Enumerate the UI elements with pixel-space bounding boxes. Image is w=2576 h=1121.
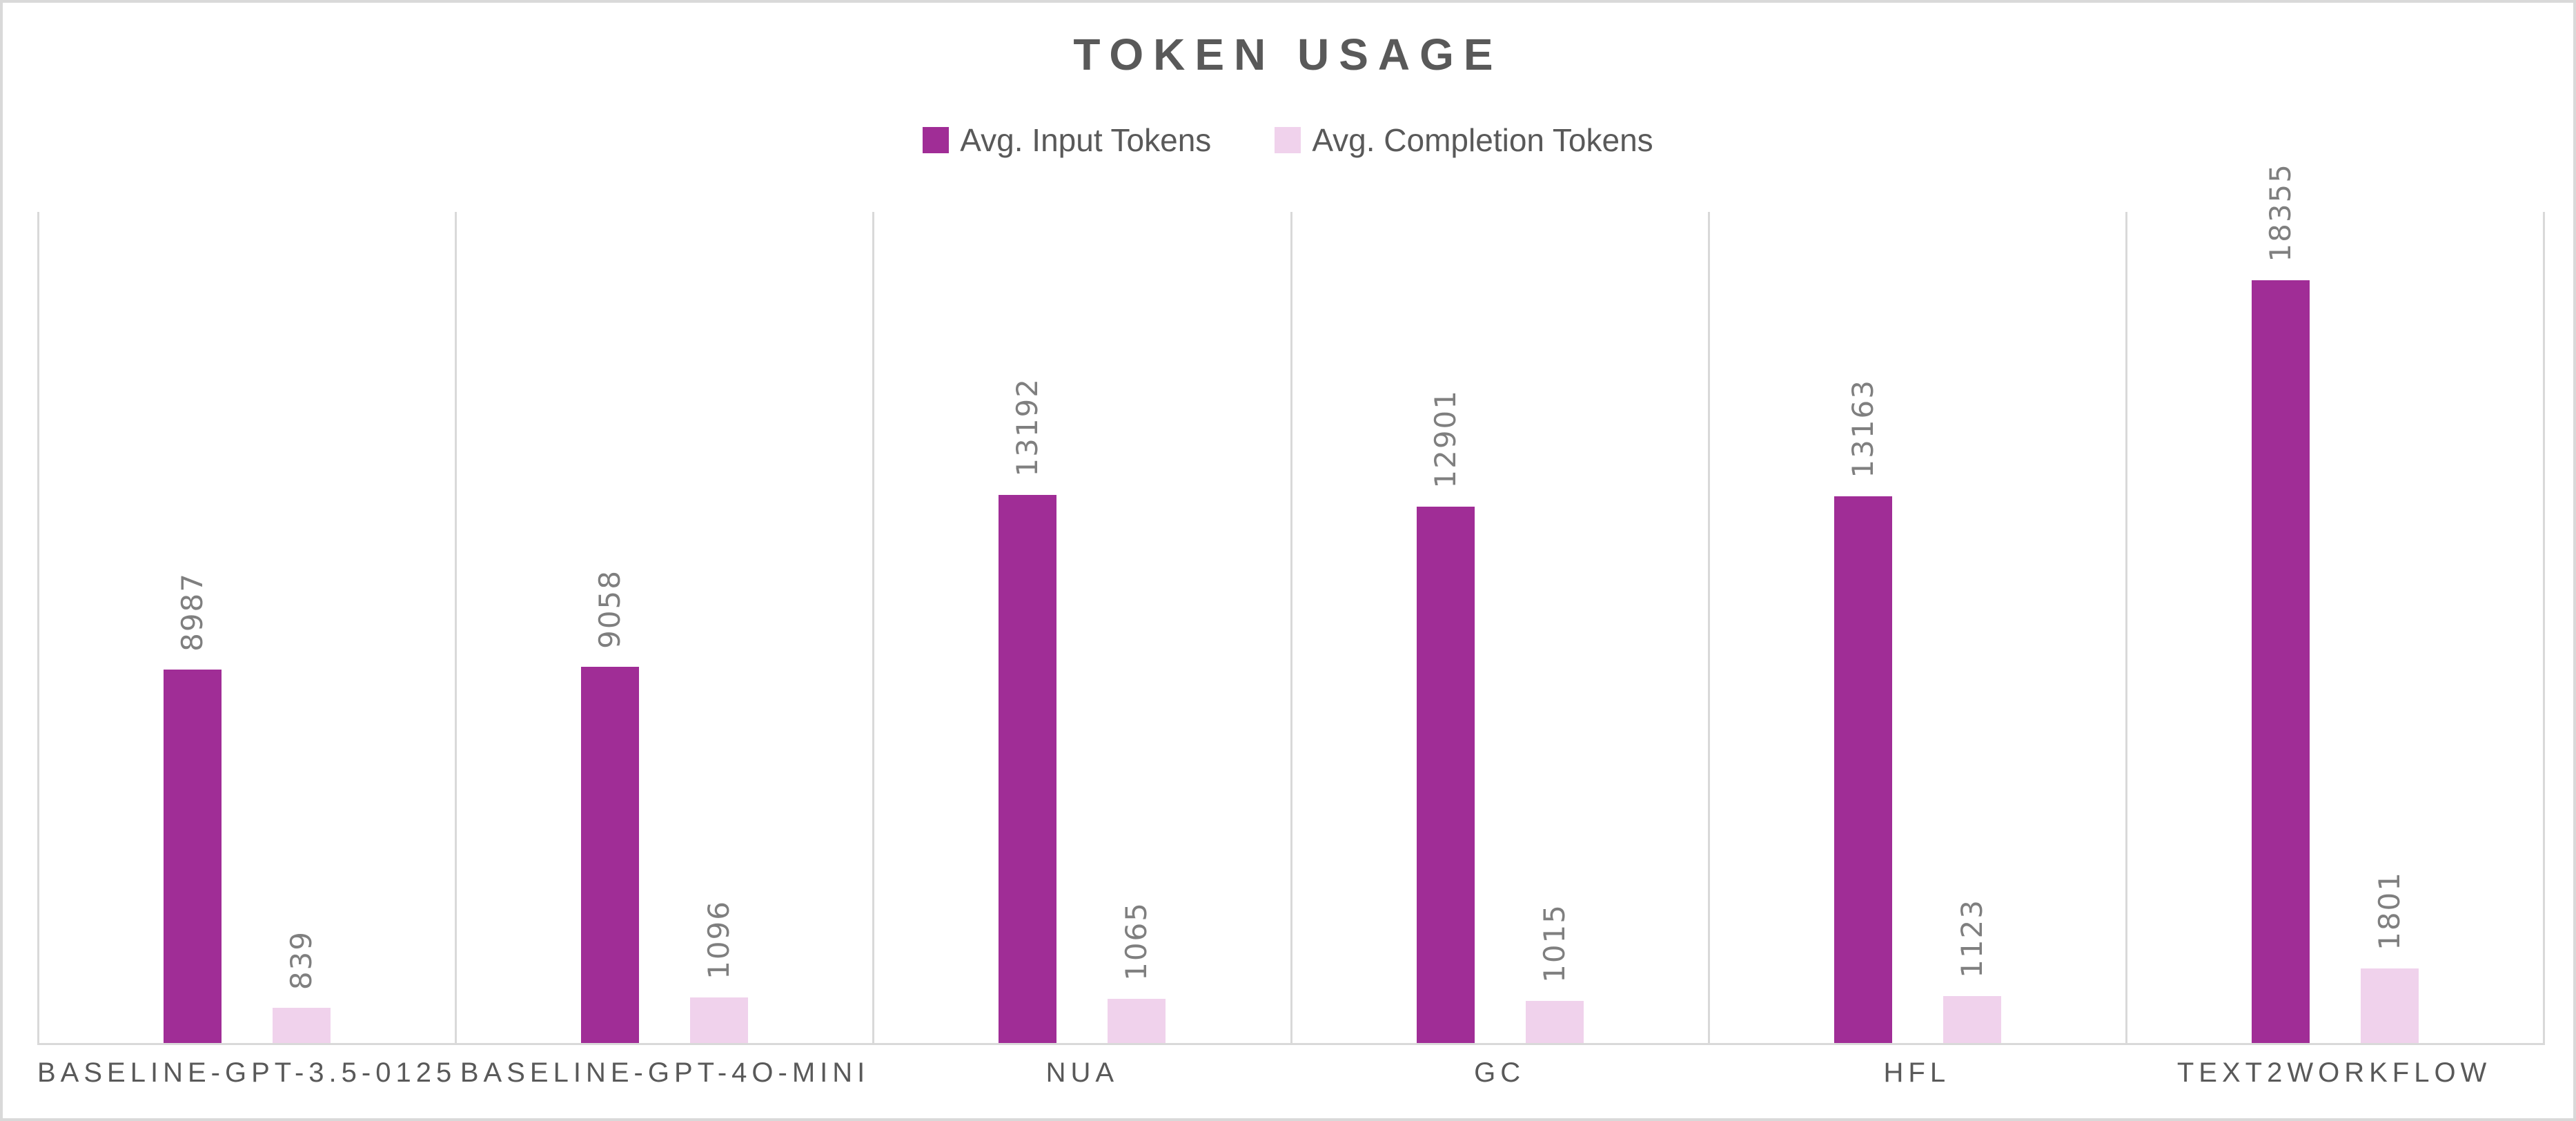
bar-avg-completion-tokens[interactable] [1525, 1001, 1584, 1043]
category-panel: 18355 1801 [2127, 163, 2546, 1043]
bar-pair: 8987 839 [39, 212, 455, 1043]
bar-group: 1015 [1525, 212, 1584, 1043]
bar-avg-completion-tokens[interactable] [1943, 996, 2001, 1043]
bar-value-label: 13192 [1010, 378, 1045, 477]
bar-value-label: 18355 [2263, 163, 2297, 262]
bar-group: 1096 [690, 212, 749, 1043]
category-label: NUA [1045, 1057, 1119, 1088]
chart-title: TOKEN USAGE [1073, 30, 1503, 79]
legend-item-avg-input-tokens[interactable]: Avg. Input Tokens [923, 121, 1211, 159]
bar-pair: 18355 1801 [2127, 163, 2543, 1043]
bar-avg-input-tokens[interactable] [999, 495, 1057, 1043]
bar-value-label: 13163 [1845, 379, 1880, 478]
bar-group: 1065 [1108, 212, 1166, 1043]
bar-value-label: 1123 [1954, 899, 1989, 978]
bar-value-label: 1065 [1119, 901, 1154, 981]
bar-pair: 13163 1123 [1710, 212, 2125, 1043]
bar-avg-input-tokens[interactable] [1833, 496, 1892, 1043]
bar-value-label: 1096 [702, 900, 736, 979]
input-series-swatch-icon [923, 127, 950, 153]
plot-area: 8987 839 9058 1096 13192 1065 12901 1015 13163 11… [37, 163, 2546, 1045]
bar-value-label: 8987 [175, 572, 210, 652]
category-panel: 12901 1015 [1292, 212, 1710, 1043]
category-panel: 8987 839 [39, 212, 458, 1043]
bar-avg-completion-tokens[interactable] [690, 997, 749, 1043]
bar-group: 13163 [1833, 212, 1892, 1043]
bar-pair: 12901 1015 [1292, 212, 1708, 1043]
bar-avg-input-tokens[interactable] [1416, 507, 1475, 1043]
legend-label-completion: Avg. Completion Tokens [1312, 122, 1653, 158]
bar-pair: 9058 1096 [457, 212, 872, 1043]
category-label: BASELINE-GPT-3.5-0125 [37, 1057, 457, 1088]
category-label: TEXT2WORKFLOW [2176, 1057, 2492, 1088]
bar-value-label: 12901 [1428, 389, 1462, 489]
bar-avg-input-tokens[interactable] [581, 667, 640, 1043]
bar-avg-input-tokens[interactable] [164, 670, 222, 1043]
bar-value-label: 1015 [1537, 904, 1571, 983]
category-label: GC [1474, 1057, 1526, 1088]
completion-series-swatch-icon [1275, 127, 1301, 153]
bar-value-label: 1801 [2372, 871, 2406, 951]
bar-avg-completion-tokens[interactable] [1108, 999, 1166, 1043]
legend-label-input: Avg. Input Tokens [960, 122, 1212, 158]
bar-value-label: 9058 [593, 569, 627, 649]
category-label: BASELINE-GPT-4O-MINI [460, 1057, 870, 1088]
bar-group: 8987 [164, 212, 222, 1043]
bar-value-label: 839 [284, 930, 319, 990]
legend-item-avg-completion-tokens[interactable]: Avg. Completion Tokens [1275, 121, 1653, 159]
bar-pair: 13192 1065 [874, 212, 1290, 1043]
category-label: HFL [1883, 1057, 1951, 1088]
bar-avg-completion-tokens[interactable] [273, 1008, 331, 1043]
bar-group: 1801 [2360, 212, 2419, 1043]
category-panel: 13192 1065 [874, 212, 1292, 1043]
category-axis: BASELINE-GPT-3.5-0125 BASELINE-GPT-4O-MIN… [37, 1057, 2543, 1089]
bar-group: 18355 [2251, 163, 2310, 1043]
category-panel: 9058 1096 [457, 212, 875, 1043]
bar-group: 13192 [999, 212, 1057, 1043]
bar-avg-input-tokens[interactable] [2251, 280, 2310, 1043]
bar-group: 839 [273, 212, 331, 1043]
legend: Avg. Input Tokens Avg. Completion Tokens [3, 121, 2573, 159]
bar-group: 9058 [581, 212, 640, 1043]
bar-group: 12901 [1416, 212, 1475, 1043]
category-panel: 13163 1123 [1710, 212, 2127, 1043]
bar-avg-completion-tokens[interactable] [2360, 968, 2419, 1043]
bar-group: 1123 [1943, 212, 2001, 1043]
